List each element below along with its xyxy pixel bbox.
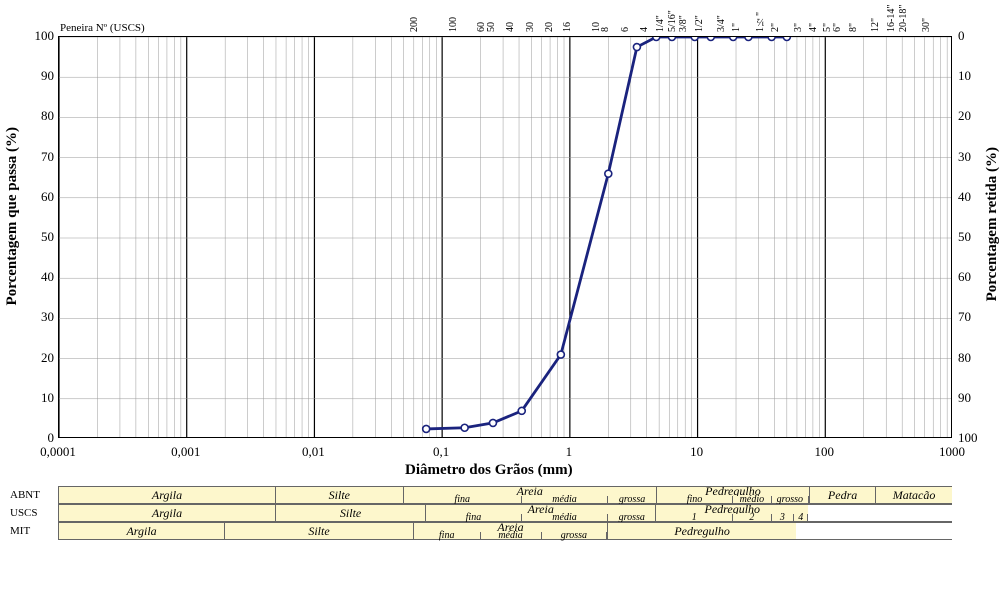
y2-tick: 10 [958, 68, 971, 84]
classification-cell: Argila [58, 505, 275, 521]
sieve-tick: 1½" [756, 12, 766, 32]
y-tick: 70 [24, 149, 54, 165]
sieve-tick: 30" [922, 18, 932, 32]
sieve-tick: 8" [849, 23, 859, 32]
y-tick: 90 [24, 68, 54, 84]
sieve-tick: 1/2" [695, 15, 705, 32]
x-tick: 1000 [939, 444, 965, 460]
classification-subcell: 4 [793, 514, 808, 521]
y-tick: 30 [24, 309, 54, 325]
classification-system-label: USCS [10, 504, 58, 522]
y2-tick: 0 [958, 28, 965, 44]
classification-cell: Silte [224, 523, 413, 539]
classification-subcell: fina [403, 496, 521, 503]
sieve-tick: 50 [487, 22, 497, 32]
x-axis-label: Diâmetro dos Grãos (mm) [405, 462, 573, 479]
classification-subcell: fina [413, 532, 480, 539]
sieve-tick: 3" [794, 23, 804, 32]
chart-plot-area [58, 36, 952, 438]
classification-subcell: média [480, 532, 541, 539]
classification-row: MITArgilaSilteAreiaPedregulhofinamédiagr… [10, 522, 994, 540]
sieve-tick: 5/16" [668, 10, 678, 32]
y-tick: 100 [24, 28, 54, 44]
x-tick: 0,01 [302, 444, 325, 460]
classification-cell: Argila [58, 487, 275, 503]
sieve-tick: 4" [809, 23, 819, 32]
sieve-tick: 20 [545, 22, 555, 32]
classification-system-label: ABNT [10, 486, 58, 504]
x-tick: 0,001 [171, 444, 200, 460]
sieve-tick: 200 [410, 17, 420, 32]
classification-subcell: 1 [655, 514, 732, 521]
classification-cell: Areia [403, 487, 656, 496]
classification-cell: Pedra [809, 487, 875, 503]
classification-row: ABNTArgilaSilteAreiaPedregulhoPedraMatac… [10, 486, 994, 504]
y-tick: 10 [24, 390, 54, 406]
sieve-tick: 8 [601, 27, 611, 32]
sieve-tick: 12" [871, 18, 881, 32]
sieve-tick: 20-18" [899, 5, 909, 32]
sieve-tick: 30 [526, 22, 536, 32]
classification-cell: Argila [58, 523, 224, 539]
y2-tick: 60 [958, 269, 971, 285]
y2-tick: 70 [958, 309, 971, 325]
classification-cell: Matacão [875, 487, 952, 503]
y-tick: 60 [24, 189, 54, 205]
classification-subcell: 2 [732, 514, 770, 521]
y2-tick: 90 [958, 390, 971, 406]
x-tick: 0,0001 [40, 444, 76, 460]
sieve-tick: 40 [506, 22, 516, 32]
sieve-tick: 2" [771, 23, 781, 32]
y2-tick: 50 [958, 229, 971, 245]
y2-tick: 40 [958, 189, 971, 205]
x-tick: 100 [815, 444, 835, 460]
x-tick: 0,1 [433, 444, 449, 460]
classification-cell: Pedregulho [607, 523, 796, 539]
classification-system-label: MIT [10, 522, 58, 540]
sieve-tick: 6 [621, 27, 631, 32]
x-tick: 1 [566, 444, 573, 460]
y-tick: 40 [24, 269, 54, 285]
classification-subcell: 3 [771, 514, 793, 521]
y2-tick: 20 [958, 108, 971, 124]
classification-subcell: grossa [607, 514, 655, 521]
y2-tick: 80 [958, 350, 971, 366]
y-tick: 50 [24, 229, 54, 245]
sieve-tick: 3/4" [717, 15, 727, 32]
sieve-tick: 3/8" [679, 15, 689, 32]
sieve-tick: 16-14" [887, 5, 897, 32]
y-tick: 20 [24, 350, 54, 366]
classification-cell: Pedregulho [655, 505, 808, 514]
y2-tick: 30 [958, 149, 971, 165]
top-axis-title: Peneira Nº (USCS) [60, 22, 145, 34]
sieve-tick: 1/4" [656, 15, 666, 32]
classification-cell: Silte [275, 487, 403, 503]
sieve-tick: 100 [449, 17, 459, 32]
classification-cell: Silte [275, 505, 425, 521]
sieve-tick: 4 [640, 27, 650, 32]
classification-subcell: grossa [607, 496, 656, 503]
y2-axis-label: Porcentagem retida (%) [984, 147, 1001, 301]
classification-tables: ABNTArgilaSilteAreiaPedregulhoPedraMatac… [10, 486, 994, 540]
y-tick: 80 [24, 108, 54, 124]
sieve-tick: 16 [563, 22, 573, 32]
y-axis-label: Porcentagem que passa (%) [4, 127, 21, 305]
sieve-tick: 1" [732, 23, 742, 32]
classification-subcell: grossa [541, 532, 608, 539]
classification-subcell: grosso [771, 496, 809, 503]
sieve-tick: 6" [833, 23, 843, 32]
x-tick: 10 [690, 444, 703, 460]
classification-subcell: média [521, 514, 608, 521]
